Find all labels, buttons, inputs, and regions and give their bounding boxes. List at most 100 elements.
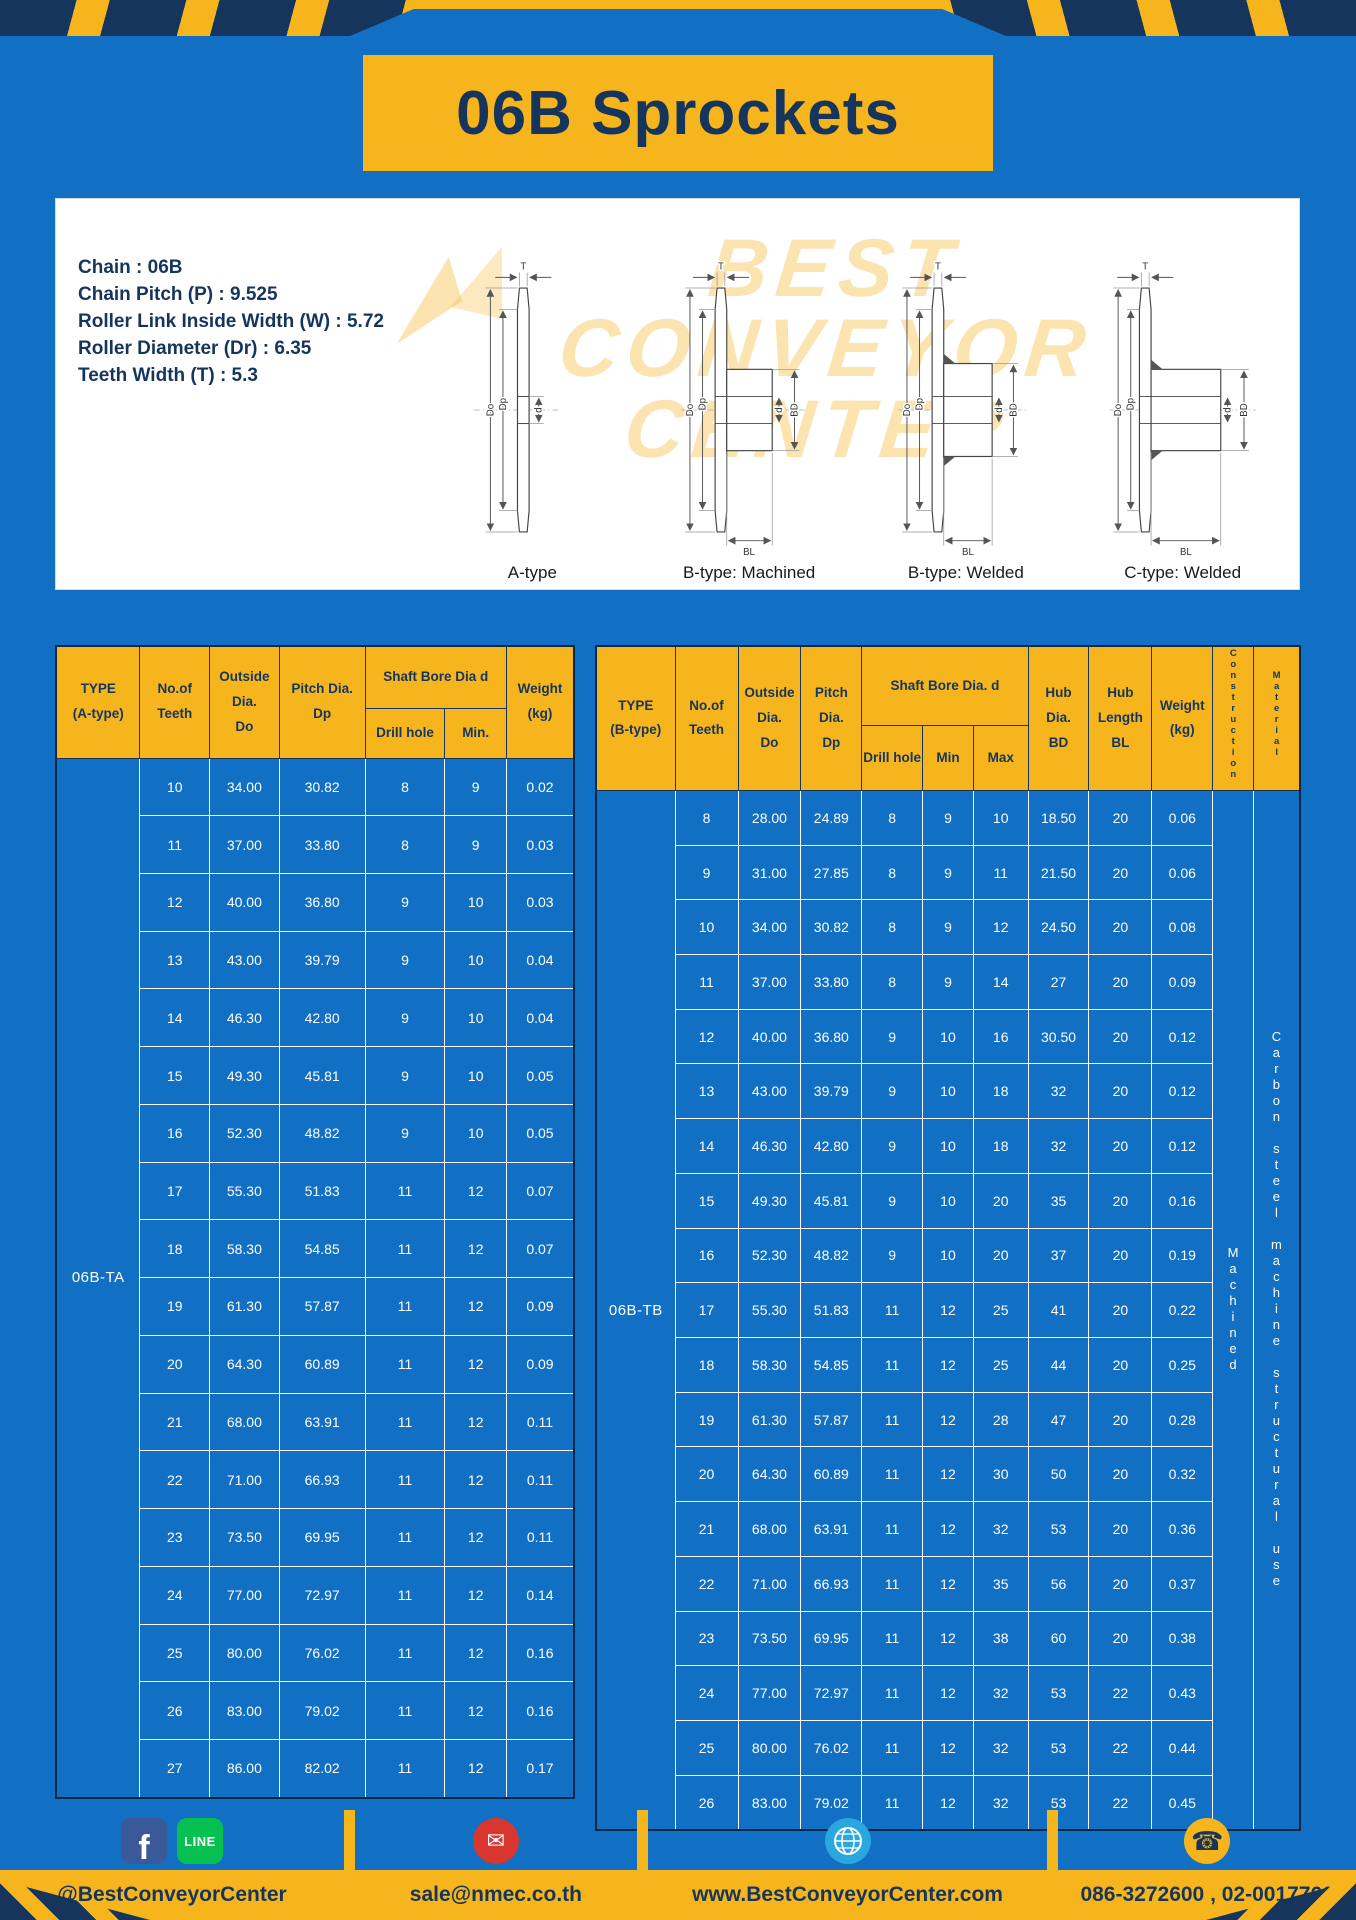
data-cell: 22 bbox=[139, 1450, 211, 1510]
footer-section-social: f LINE @BestConveyorCenter bbox=[0, 1810, 344, 1920]
diagram-caption: C-type: Welded bbox=[1124, 563, 1242, 582]
table-row: 20 64.30 60.89 11 12 0.09 bbox=[56, 1334, 575, 1394]
table-row: 12 40.00 36.80 9 10 0.03 bbox=[56, 872, 575, 932]
table-b-body: 06B-TB 8 28.00 24.89 8 9 10 18.50 20 0.06 Machined… bbox=[595, 789, 1301, 1831]
data-cell: 12 bbox=[922, 1282, 974, 1338]
phone-icon: ☎ bbox=[1184, 1818, 1231, 1864]
data-cell: 25 bbox=[674, 1719, 739, 1776]
data-cell: 10 bbox=[444, 1046, 507, 1105]
data-cell: 12 bbox=[922, 1391, 974, 1448]
table-row: 14 46.30 42.80 9 10 18 32 20 0.12 bbox=[596, 1118, 1300, 1174]
data-cell: 21 bbox=[139, 1392, 211, 1452]
data-cell: 58.30 bbox=[209, 1219, 280, 1279]
table-row: 13 43.00 39.79 9 10 0.04 bbox=[56, 930, 575, 990]
data-cell: 60.89 bbox=[278, 1334, 366, 1394]
data-cell: 12 bbox=[444, 1219, 507, 1279]
data-cell: 12 bbox=[922, 1446, 974, 1503]
table-row: 19 61.30 57.87 11 12 28 47 20 0.28 bbox=[596, 1391, 1300, 1448]
data-cell: 49.30 bbox=[209, 1046, 280, 1105]
data-cell: 17 bbox=[674, 1282, 739, 1338]
data-cell: 0.05 bbox=[505, 1103, 575, 1163]
data-cell: 83.00 bbox=[737, 1774, 802, 1831]
col-header-weight: Weight (kg) bbox=[505, 645, 575, 759]
spec-list: Chain : 06B Chain Pitch (P) : 9.525 Roller… bbox=[78, 254, 384, 389]
data-cell: 0.11 bbox=[505, 1392, 575, 1452]
data-cell: 37.00 bbox=[209, 815, 280, 874]
data-cell: 18.50 bbox=[1027, 789, 1090, 846]
data-cell: 39.79 bbox=[278, 930, 366, 990]
table-row: 23 73.50 69.95 11 12 0.11 bbox=[56, 1508, 575, 1567]
spec-line: Roller Diameter (Dr) : 6.35 bbox=[78, 338, 312, 359]
dim-label: Dp bbox=[914, 398, 925, 410]
table-row: 24 77.00 72.97 11 12 0.14 bbox=[56, 1565, 575, 1625]
data-cell: 0.09 bbox=[505, 1277, 575, 1336]
data-cell: 12 bbox=[444, 1334, 507, 1394]
dim-label: d bbox=[774, 407, 785, 412]
data-cell: 53 bbox=[1027, 1719, 1090, 1776]
table-row: 9 31.00 27.85 8 9 11 21.50 20 0.06 bbox=[596, 844, 1300, 901]
data-cell: 9 bbox=[364, 1046, 446, 1105]
col-header-drill-hole: Drill hole bbox=[364, 707, 446, 759]
data-cell: 49.30 bbox=[737, 1172, 802, 1229]
table-b-type: TYPE (B-type) No.of Teeth Outside Dia. D… bbox=[595, 645, 1301, 1832]
data-cell: 20 bbox=[1088, 1446, 1153, 1503]
data-cell: 22 bbox=[1088, 1665, 1153, 1721]
data-cell: 11 bbox=[364, 1508, 446, 1567]
data-cell: 9 bbox=[922, 954, 974, 1010]
data-cell: 63.91 bbox=[278, 1392, 366, 1452]
dim-label: Do bbox=[902, 404, 913, 416]
data-cell: 71.00 bbox=[737, 1555, 802, 1612]
construction-cell-text: Machined bbox=[1225, 1244, 1241, 1373]
data-cell: 66.93 bbox=[278, 1450, 366, 1510]
data-cell: 53 bbox=[1027, 1774, 1090, 1831]
data-cell: 56 bbox=[1027, 1555, 1090, 1612]
dim-label: Dp bbox=[498, 398, 509, 410]
data-cell: 10 bbox=[444, 1103, 507, 1163]
data-cell: 20 bbox=[972, 1227, 1029, 1284]
data-cell: 66.93 bbox=[800, 1555, 863, 1612]
data-cell: 12 bbox=[922, 1555, 974, 1612]
data-cell: 21.50 bbox=[1027, 844, 1090, 901]
dim-label: BL bbox=[1180, 547, 1192, 558]
b-type-welded-drawing: T Do Dp d BD bbox=[898, 260, 1029, 560]
col-header-max: Max bbox=[972, 725, 1029, 791]
data-cell: 44 bbox=[1027, 1337, 1090, 1393]
data-cell: 10 bbox=[922, 1227, 974, 1284]
data-cell: 0.11 bbox=[505, 1508, 575, 1567]
data-cell: 27 bbox=[1027, 954, 1090, 1010]
table-row: 22 71.00 66.93 11 12 0.11 bbox=[56, 1450, 575, 1510]
spec-line: Teeth Width (T) : 5.3 bbox=[78, 365, 258, 386]
dim-label: d bbox=[1222, 407, 1233, 412]
footer-divider bbox=[343, 1810, 355, 1920]
data-cell: 0.04 bbox=[505, 988, 575, 1048]
dim-label: BL bbox=[962, 547, 974, 558]
data-cell: 24 bbox=[674, 1665, 739, 1721]
data-cell: 77.00 bbox=[737, 1665, 802, 1721]
data-cell: 12 bbox=[922, 1610, 974, 1667]
data-cell: 0.12 bbox=[1151, 1118, 1214, 1174]
data-cell: 60.89 bbox=[800, 1446, 863, 1503]
col-header-pitch-dia: Pitch Dia. Dp bbox=[800, 645, 863, 791]
data-cell: 22 bbox=[1088, 1774, 1153, 1831]
data-cell: 13 bbox=[674, 1063, 739, 1120]
table-row: 11 37.00 33.80 8 9 14 27 20 0.09 bbox=[596, 954, 1300, 1010]
data-cell: 20 bbox=[674, 1446, 739, 1503]
data-cell: 0.36 bbox=[1151, 1501, 1214, 1557]
data-cell: 11 bbox=[364, 1277, 446, 1336]
data-cell: 10 bbox=[922, 1172, 974, 1229]
email-icon: ✉ bbox=[472, 1818, 519, 1864]
data-cell: 63.91 bbox=[800, 1501, 863, 1557]
data-cell: 30.50 bbox=[1027, 1008, 1090, 1065]
diagram-a-type: T Do Dp d A-type bbox=[424, 209, 641, 583]
data-cell: 11 bbox=[972, 844, 1029, 901]
col-header-material: Material bbox=[1252, 645, 1301, 791]
data-cell: 46.30 bbox=[209, 988, 280, 1048]
spec-line: Chain : 06B bbox=[78, 257, 183, 278]
data-cell: 10 bbox=[444, 872, 507, 932]
data-cell: 26 bbox=[674, 1774, 739, 1831]
data-cell: 39.79 bbox=[800, 1063, 863, 1120]
col-header-pitch-dia: Pitch Dia. Dp bbox=[278, 645, 366, 759]
footer-section-email: ✉ sale@nmec.co.th bbox=[355, 1810, 637, 1920]
data-cell: 68.00 bbox=[737, 1501, 802, 1557]
